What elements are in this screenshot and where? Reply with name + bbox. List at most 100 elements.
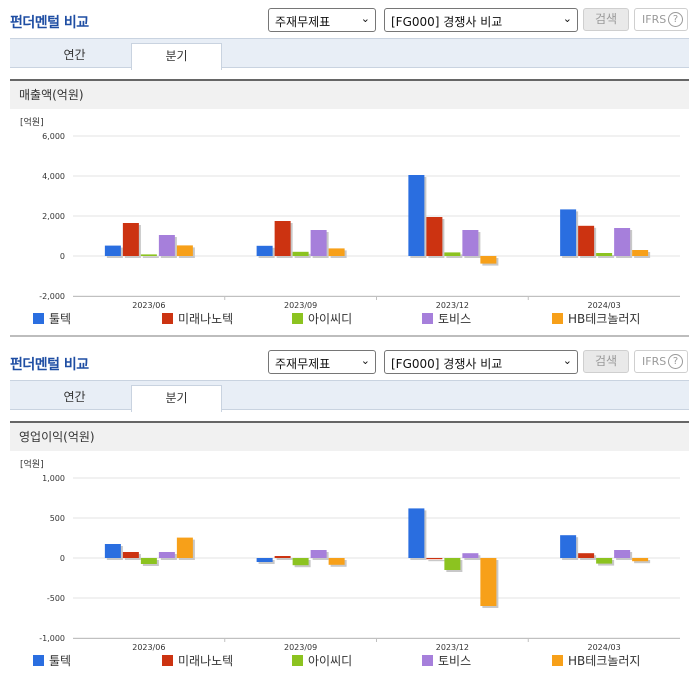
bar <box>122 552 139 558</box>
bar <box>444 252 461 256</box>
chart-legend: 툴텍 미래나노텍 아이씨디 토비스 HB테크놀러지 <box>0 311 696 329</box>
y-tick-label: 500 <box>50 514 65 523</box>
bar <box>256 558 273 562</box>
legend-label: HB테크놀러지 <box>568 654 641 668</box>
legend-swatch <box>422 313 433 324</box>
chart-title: 매출액(억원) <box>10 79 689 109</box>
statement-type-select[interactable]: 주재무제표 ⌄ <box>268 8 376 32</box>
bar-shadow <box>598 255 615 258</box>
bar <box>328 248 345 256</box>
bar <box>104 245 121 256</box>
comparison-group-select[interactable]: [FG000] 경쟁사 비교 ⌄ <box>384 8 578 32</box>
legend-label: 툴텍 <box>49 312 72 326</box>
bar <box>158 235 175 256</box>
bar <box>292 558 309 566</box>
bar <box>140 558 157 564</box>
legend-item[interactable]: 토비스 <box>422 311 471 327</box>
bar <box>310 550 327 558</box>
chevron-down-icon: ⌄ <box>562 12 572 25</box>
bar <box>560 535 577 558</box>
search-button[interactable]: 검색 <box>583 350 629 373</box>
bar <box>256 245 273 256</box>
legend-swatch <box>162 655 173 666</box>
chart-legend: 툴텍 미래나노텍 아이씨디 토비스 HB테크놀러지 <box>0 653 696 671</box>
y-tick-label: 2,000 <box>42 212 65 221</box>
legend-item[interactable]: 아이씨디 <box>292 653 352 669</box>
x-tick-label: 2023/09 <box>284 643 317 651</box>
legend-item[interactable]: HB테크놀러지 <box>552 653 640 669</box>
legend-swatch <box>162 313 173 324</box>
bar <box>274 556 291 558</box>
tab-annual[interactable]: 연간 <box>63 48 86 62</box>
bar <box>292 251 309 256</box>
legend-item[interactable]: 툴텍 <box>33 653 71 669</box>
bar <box>444 558 461 570</box>
bar <box>426 217 443 256</box>
bar-shadow <box>428 560 445 562</box>
legend-item[interactable]: HB테크놀러지 <box>552 311 640 327</box>
help-icon[interactable]: ? <box>668 12 683 27</box>
period-tabs: 연간 분기 <box>10 380 689 412</box>
legend-swatch <box>33 655 44 666</box>
legend-label: 아이씨디 <box>308 654 353 668</box>
tab-annual[interactable]: 연간 <box>63 390 86 404</box>
x-tick-label: 2024/03 <box>588 301 621 309</box>
search-button[interactable]: 검색 <box>583 8 629 31</box>
y-tick-label: -2,000 <box>39 292 65 301</box>
bar <box>560 209 577 256</box>
bar-shadow <box>634 560 651 564</box>
chevron-down-icon: ⌄ <box>360 12 370 25</box>
x-tick-label: 2023/12 <box>436 643 469 651</box>
bar <box>614 228 631 256</box>
bar-shadow <box>276 558 293 560</box>
bar <box>596 253 613 256</box>
bar-shadow <box>446 254 463 258</box>
y-unit-label: [억원] <box>20 116 44 128</box>
ifrs-button[interactable]: IFRS? <box>634 350 688 373</box>
tab-quarterly[interactable]: 분기 <box>131 43 222 70</box>
legend-item[interactable]: 툴텍 <box>33 311 71 327</box>
legend-item[interactable]: 미래나노텍 <box>162 311 233 327</box>
ifrs-button[interactable]: IFRS? <box>634 8 688 31</box>
y-tick-label: -1,000 <box>39 634 65 643</box>
legend-label: 미래나노텍 <box>178 312 234 326</box>
bar <box>140 254 157 256</box>
legend-swatch <box>292 313 303 324</box>
legend-item[interactable]: 아이씨디 <box>292 311 352 327</box>
legend-item[interactable]: 미래나노텍 <box>162 653 233 669</box>
bar <box>274 221 291 256</box>
help-icon[interactable]: ? <box>668 354 683 369</box>
bar <box>426 558 443 560</box>
legend-label: 아이씨디 <box>308 312 353 326</box>
ifrs-label: IFRS <box>642 13 667 26</box>
y-tick-label: 4,000 <box>42 172 65 181</box>
bar <box>328 558 345 565</box>
fundamental-panel-revenue: 펀더멘털 비교 주재무제표 ⌄ [FG000] 경쟁사 비교 ⌄ 검색 IFRS? … <box>0 8 696 337</box>
ifrs-label: IFRS <box>642 355 667 368</box>
legend-swatch <box>33 313 44 324</box>
y-tick-label: 0 <box>60 252 65 261</box>
statement-type-value: 주재무제표 <box>275 357 331 371</box>
fundamental-panel-operating-income: 펀더멘털 비교 주재무제표 ⌄ [FG000] 경쟁사 비교 ⌄ 검색 IFRS? … <box>0 342 696 684</box>
y-tick-label: 6,000 <box>42 132 65 141</box>
bar <box>408 508 425 558</box>
bar <box>632 250 649 256</box>
y-tick-label: -500 <box>47 594 65 603</box>
comparison-group-value: [FG000] 경쟁사 비교 <box>391 357 503 371</box>
x-tick-label: 2023/12 <box>436 301 469 309</box>
bar <box>310 230 327 256</box>
comparison-group-select[interactable]: [FG000] 경쟁사 비교 ⌄ <box>384 350 578 374</box>
statement-type-select[interactable]: 주재무제표 ⌄ <box>268 350 376 374</box>
legend-label: 툴텍 <box>49 654 72 668</box>
divider <box>10 335 689 337</box>
bar <box>408 175 425 256</box>
tab-quarterly[interactable]: 분기 <box>131 385 222 412</box>
chart-title: 영업이익(억원) <box>10 421 689 451</box>
y-tick-label: 0 <box>60 554 65 563</box>
chevron-down-icon: ⌄ <box>562 354 572 367</box>
bar <box>480 256 497 264</box>
x-tick-label: 2023/06 <box>132 643 165 651</box>
legend-label: 미래나노텍 <box>178 654 234 668</box>
legend-item[interactable]: 토비스 <box>422 653 471 669</box>
x-tick-label: 2023/06 <box>132 301 165 309</box>
